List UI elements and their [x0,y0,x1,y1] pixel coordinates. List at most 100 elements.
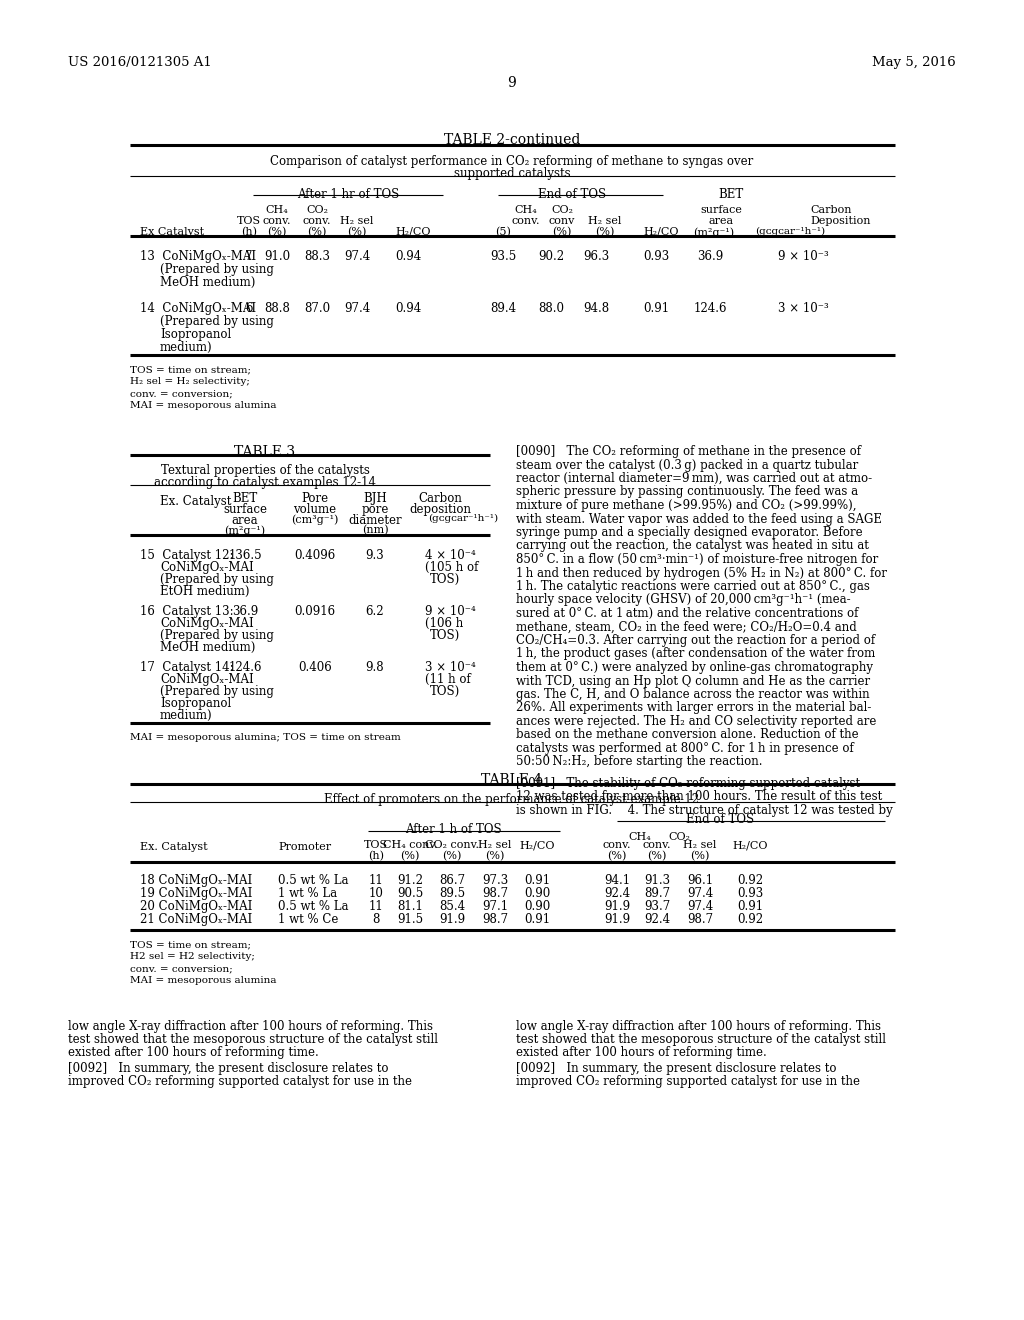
Text: 124.6: 124.6 [228,661,262,675]
Text: 3 × 10⁻⁴: 3 × 10⁻⁴ [425,661,476,675]
Text: H₂ sel: H₂ sel [683,840,717,850]
Text: conv.: conv. [303,216,331,226]
Text: area: area [231,513,258,527]
Text: 36.9: 36.9 [231,605,258,618]
Text: 17  Catalyst 14:: 17 Catalyst 14: [140,661,233,675]
Text: 36.9: 36.9 [697,249,723,263]
Text: (%): (%) [485,851,505,862]
Text: with TCD, using an Hp plot Q column and He as the carrier: with TCD, using an Hp plot Q column and … [516,675,870,688]
Text: 19 CoNiMgOₓ-MAI: 19 CoNiMgOₓ-MAI [140,887,252,900]
Text: (Prepared by using: (Prepared by using [160,573,273,586]
Text: H₂/CO: H₂/CO [643,227,679,238]
Text: (105 h of: (105 h of [425,561,478,574]
Text: 91.2: 91.2 [397,874,423,887]
Text: steam over the catalyst (0.3 g) packed in a quartz tubular: steam over the catalyst (0.3 g) packed i… [516,458,858,471]
Text: 97.1: 97.1 [482,900,508,913]
Text: test showed that the mesoporous structure of the catalyst still: test showed that the mesoporous structur… [516,1034,886,1045]
Text: MAI = mesoporous alumina: MAI = mesoporous alumina [130,401,276,411]
Text: (m²g⁻¹): (m²g⁻¹) [224,525,265,536]
Text: conv.: conv. [643,840,672,850]
Text: MAI = mesoporous alumina; TOS = time on stream: MAI = mesoporous alumina; TOS = time on … [130,733,400,742]
Text: (Prepared by using: (Prepared by using [160,315,273,327]
Text: Effect of promoters on the performance of catalyst example 12: Effect of promoters on the performance o… [325,793,699,807]
Text: 96.3: 96.3 [583,249,609,263]
Text: hourly space velocity (GHSV) of 20,000 cm³g⁻¹h⁻¹ (mea-: hourly space velocity (GHSV) of 20,000 c… [516,594,851,606]
Text: CH₄: CH₄ [629,832,651,842]
Text: 9.3: 9.3 [366,549,384,562]
Text: 20 CoNiMgOₓ-MAI: 20 CoNiMgOₓ-MAI [140,900,252,913]
Text: conv.: conv. [263,216,291,226]
Text: TOS = time on stream;: TOS = time on stream; [130,940,251,949]
Text: 1 h. The catalytic reactions were carried out at 850° C., gas: 1 h. The catalytic reactions were carrie… [516,579,869,593]
Text: H₂ sel: H₂ sel [478,840,512,850]
Text: TOS: TOS [364,840,388,850]
Text: (%): (%) [690,851,710,862]
Text: 6: 6 [246,302,253,315]
Text: diameter: diameter [348,513,401,527]
Text: is shown in FIG.  4. The structure of catalyst 12 was tested by: is shown in FIG. 4. The structure of cat… [516,804,893,817]
Text: 0.91: 0.91 [643,302,669,315]
Text: 9 × 10⁻³: 9 × 10⁻³ [778,249,828,263]
Text: (11 h of: (11 h of [425,673,471,686]
Text: 97.3: 97.3 [482,874,508,887]
Text: 3 × 10⁻³: 3 × 10⁻³ [778,302,828,315]
Text: 1 h and then reduced by hydrogen (5% H₂ in N₂) at 800° C. for: 1 h and then reduced by hydrogen (5% H₂ … [516,566,887,579]
Text: [0090]   The CO₂ reforming of methane in the presence of: [0090] The CO₂ reforming of methane in t… [516,445,861,458]
Text: 91.9: 91.9 [604,913,630,927]
Text: 0.91: 0.91 [737,900,763,913]
Text: 0.93: 0.93 [737,887,763,900]
Text: 14  CoNiMgOₓ-MAI: 14 CoNiMgOₓ-MAI [140,302,256,315]
Text: 18 CoNiMgOₓ-MAI: 18 CoNiMgOₓ-MAI [140,874,252,887]
Text: H₂/CO: H₂/CO [732,840,768,850]
Text: 89.4: 89.4 [489,302,516,315]
Text: 1 h, the product gases (after condensation of the water from: 1 h, the product gases (after condensati… [516,648,876,660]
Text: H₂ sel: H₂ sel [589,216,622,226]
Text: 98.7: 98.7 [482,887,508,900]
Text: 1 wt % La: 1 wt % La [278,887,337,900]
Text: them at 0° C.) were analyzed by online-gas chromatography: them at 0° C.) were analyzed by online-g… [516,661,873,675]
Text: 0.91: 0.91 [524,913,550,927]
Text: 91.0: 91.0 [264,249,290,263]
Text: Isopropanol: Isopropanol [160,327,231,341]
Text: conv. = conversion;: conv. = conversion; [130,964,232,973]
Text: low angle X-ray diffraction after 100 hours of reforming. This: low angle X-ray diffraction after 100 ho… [68,1020,433,1034]
Text: End of TOS: End of TOS [538,187,606,201]
Text: existed after 100 hours of reforming time.: existed after 100 hours of reforming tim… [68,1045,318,1059]
Text: Ex. Catalyst: Ex. Catalyst [140,842,208,851]
Text: 98.7: 98.7 [687,913,713,927]
Text: Carbon: Carbon [810,205,852,215]
Text: catalysts was performed at 800° C. for 1 h in presence of: catalysts was performed at 800° C. for 1… [516,742,854,755]
Text: 50:50 N₂:H₂, before starting the reaction.: 50:50 N₂:H₂, before starting the reactio… [516,755,763,768]
Text: 9.8: 9.8 [366,661,384,675]
Text: TOS): TOS) [430,685,460,698]
Text: 8: 8 [373,913,380,927]
Text: 89.7: 89.7 [644,887,670,900]
Text: 0.90: 0.90 [524,887,550,900]
Text: 88.0: 88.0 [538,302,564,315]
Text: 0.94: 0.94 [395,302,421,315]
Text: 87.0: 87.0 [304,302,330,315]
Text: (106 h: (106 h [425,616,463,630]
Text: 124.6: 124.6 [693,302,727,315]
Text: After 1 hr of TOS: After 1 hr of TOS [297,187,399,201]
Text: Ex Catalyst: Ex Catalyst [140,227,204,238]
Text: [0092]   In summary, the present disclosure relates to: [0092] In summary, the present disclosur… [516,1063,837,1074]
Text: 11: 11 [369,900,383,913]
Text: H₂ sel = H₂ selectivity;: H₂ sel = H₂ selectivity; [130,378,250,385]
Text: ances were rejected. The H₂ and CO selectivity reported are: ances were rejected. The H₂ and CO selec… [516,715,877,729]
Text: Carbon: Carbon [418,492,462,506]
Text: 0.93: 0.93 [643,249,670,263]
Text: Pore: Pore [301,492,329,506]
Text: (%): (%) [347,227,367,238]
Text: 9 × 10⁻⁴: 9 × 10⁻⁴ [425,605,476,618]
Text: 7: 7 [246,249,253,263]
Text: 97.4: 97.4 [687,900,713,913]
Text: 91.9: 91.9 [604,900,630,913]
Text: (%): (%) [307,227,327,238]
Text: TABLE 3: TABLE 3 [234,445,296,459]
Text: 97.4: 97.4 [344,249,370,263]
Text: 88.3: 88.3 [304,249,330,263]
Text: (m²g⁻¹): (m²g⁻¹) [693,227,734,238]
Text: 93.7: 93.7 [644,900,670,913]
Text: MeOH medium): MeOH medium) [160,276,255,289]
